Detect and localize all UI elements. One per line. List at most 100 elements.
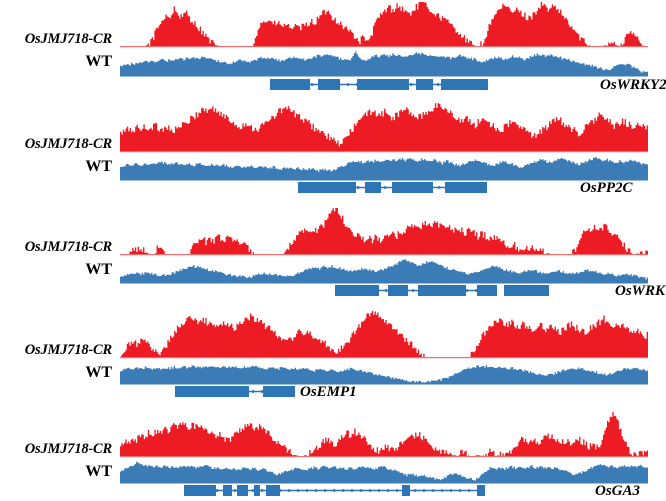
exon-box[interactable] [477, 485, 485, 496]
mutant-area-path [120, 2, 648, 46]
wt-area-path [120, 461, 648, 482]
mutant-coverage-track [120, 103, 648, 153]
track-label-group: OsJMJ718-CR WT [0, 208, 118, 282]
wt-area-path [120, 365, 648, 383]
intron-tick [252, 390, 255, 393]
intron-tick [423, 489, 426, 492]
mutant-coverage-track [120, 208, 648, 256]
track-label-group: OsJMJ718-CR WT [0, 103, 118, 179]
exon-box[interactable] [402, 485, 410, 496]
wt-coverage-plot [120, 51, 648, 77]
exon-box[interactable] [335, 285, 379, 296]
mutant-coverage-plot [120, 208, 648, 256]
intron-tick [351, 489, 354, 492]
intron-tick [468, 489, 471, 492]
exon-box[interactable] [223, 485, 232, 496]
intron-tick [315, 489, 318, 492]
intron-tick [357, 186, 360, 189]
intron-tick [387, 489, 390, 492]
intron-tick [347, 83, 350, 86]
exon-box[interactable] [266, 485, 280, 496]
gene-model-row[interactable]: OsPP2C [120, 180, 666, 198]
wt-coverage-track [120, 359, 648, 385]
wt-baseline [120, 282, 648, 284]
wt-coverage-track [120, 48, 648, 77]
track-label-wt: WT [85, 364, 112, 381]
exon-box[interactable] [418, 285, 466, 296]
mutant-baseline [120, 254, 648, 256]
intron-tick [216, 489, 219, 492]
mutant-area-path [120, 311, 648, 357]
mutant-baseline [120, 456, 648, 458]
wt-baseline [120, 383, 648, 385]
intron-tick [324, 489, 327, 492]
gene-name-label: OsGA3 [595, 483, 641, 499]
exon-box[interactable] [441, 79, 488, 90]
intron-tick [459, 489, 462, 492]
track-label-group: OsJMJ718-CR WT [0, 2, 118, 75]
track-label-wt: WT [85, 158, 112, 175]
intron-tick [378, 489, 381, 492]
track-label-group: OsJMJ718-CR WT [0, 311, 118, 383]
wt-coverage-track [120, 458, 648, 484]
exon-box[interactable] [254, 485, 260, 496]
exon-box[interactable] [237, 485, 248, 496]
exon-box[interactable] [318, 79, 340, 90]
intron-tick [360, 489, 363, 492]
intron-tick [306, 489, 309, 492]
mutant-coverage-plot [120, 311, 648, 359]
wt-baseline [120, 482, 648, 484]
intron-tick [438, 186, 441, 189]
exon-box[interactable] [392, 182, 433, 193]
wt-coverage-plot [120, 259, 648, 284]
track-label-mutant: OsJMJ718-CR [24, 136, 112, 152]
mutant-baseline [120, 46, 648, 48]
mutant-coverage-plot [120, 412, 648, 458]
wt-coverage-track [120, 256, 648, 284]
intron-tick [311, 83, 314, 86]
intron-tick [475, 289, 478, 292]
wt-baseline [120, 75, 648, 77]
gene-name-label: OsEMP1 [300, 384, 357, 400]
exon-box[interactable] [388, 285, 408, 296]
mutant-coverage-plot [120, 103, 648, 153]
gene-name-label: OsWRKY53 [615, 283, 666, 299]
exon-box[interactable] [263, 386, 295, 397]
wt-area-path [120, 51, 648, 75]
intron-tick [261, 390, 264, 393]
exon-box[interactable] [477, 285, 497, 296]
track-label-mutant: OsJMJ718-CR [24, 239, 112, 255]
exon-box[interactable] [184, 485, 216, 496]
exon-box[interactable] [298, 182, 356, 193]
exon-box[interactable] [357, 79, 409, 90]
gene-model-row[interactable]: OsWRKY53 [120, 283, 666, 301]
wt-coverage-track [120, 153, 648, 181]
exon-box[interactable] [175, 386, 249, 397]
exon-box[interactable] [504, 285, 549, 296]
mutant-coverage-plot [120, 2, 648, 48]
intron-tick [441, 489, 444, 492]
intron-tick [333, 489, 336, 492]
intron-tick [466, 289, 469, 292]
intron-tick [297, 489, 300, 492]
intron-tick [450, 489, 453, 492]
intron-tick [288, 489, 291, 492]
gene-model-diagram [335, 285, 549, 296]
gene-model-row[interactable]: OsGA3 [120, 483, 666, 501]
wt-area-path [120, 157, 648, 179]
gene-model-row[interactable]: OsWRKY24 [120, 77, 666, 95]
gene-model-diagram [298, 182, 487, 193]
track-label-mutant: OsJMJ718-CR [24, 342, 112, 358]
exon-box[interactable] [445, 182, 487, 193]
exon-box[interactable] [365, 182, 381, 193]
exon-box[interactable] [416, 79, 433, 90]
mutant-area-path [120, 412, 648, 456]
mutant-coverage-track [120, 311, 648, 359]
gene-model-row[interactable]: OsEMP1 [120, 384, 666, 402]
wt-area-path [120, 259, 648, 282]
track-label-mutant: OsJMJ718-CR [24, 441, 112, 457]
exon-box[interactable] [270, 79, 310, 90]
gene-model-diagram [184, 485, 485, 496]
gene-name-label: OsPP2C [580, 180, 633, 196]
